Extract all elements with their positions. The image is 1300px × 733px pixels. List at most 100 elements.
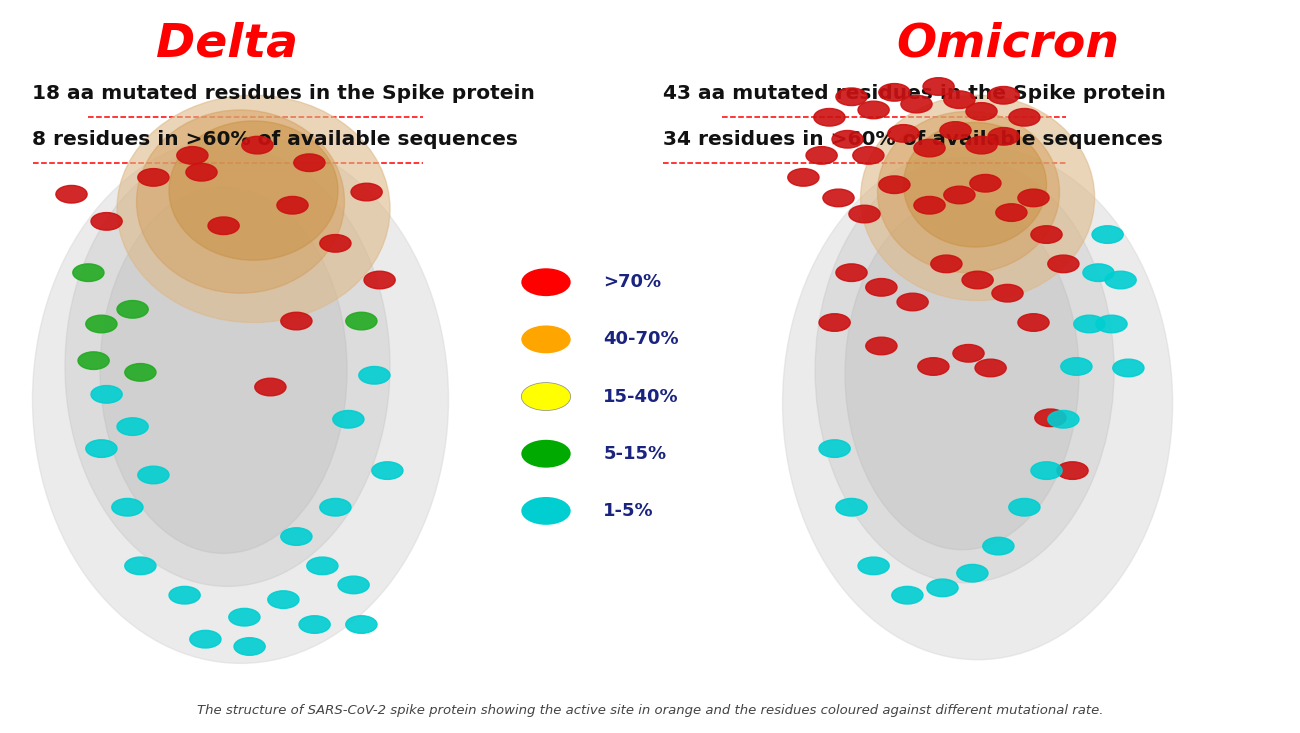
Ellipse shape [815, 158, 1114, 583]
Circle shape [521, 325, 571, 353]
Circle shape [338, 576, 369, 594]
Ellipse shape [117, 95, 390, 323]
Circle shape [849, 205, 880, 223]
Circle shape [294, 154, 325, 172]
Text: 15-40%: 15-40% [603, 388, 679, 405]
Text: 5-15%: 5-15% [603, 445, 667, 463]
Circle shape [983, 537, 1014, 555]
Circle shape [823, 189, 854, 207]
Circle shape [1113, 359, 1144, 377]
Circle shape [992, 284, 1023, 302]
Circle shape [819, 440, 850, 457]
Circle shape [1018, 189, 1049, 207]
Circle shape [858, 101, 889, 119]
Circle shape [962, 271, 993, 289]
Text: Delta: Delta [156, 22, 299, 67]
Circle shape [91, 213, 122, 230]
Circle shape [91, 386, 122, 403]
Circle shape [866, 279, 897, 296]
Text: The structure of SARS-CoV-2 spike protein showing the active site in orange and : The structure of SARS-CoV-2 spike protei… [196, 704, 1104, 717]
Circle shape [281, 528, 312, 545]
Text: 40-70%: 40-70% [603, 331, 679, 348]
Circle shape [836, 498, 867, 516]
Circle shape [117, 301, 148, 318]
Circle shape [229, 608, 260, 626]
Text: 1-5%: 1-5% [603, 502, 654, 520]
Circle shape [186, 163, 217, 181]
Circle shape [320, 498, 351, 516]
Circle shape [832, 130, 863, 148]
Circle shape [112, 498, 143, 516]
Circle shape [923, 78, 954, 95]
Text: Omicron: Omicron [896, 22, 1119, 67]
Circle shape [86, 440, 117, 457]
Ellipse shape [861, 95, 1095, 301]
Circle shape [234, 638, 265, 655]
Ellipse shape [65, 147, 390, 586]
Circle shape [351, 183, 382, 201]
Circle shape [1009, 108, 1040, 126]
Circle shape [814, 108, 845, 126]
Circle shape [892, 586, 923, 604]
Circle shape [169, 586, 200, 604]
Circle shape [521, 268, 571, 296]
Ellipse shape [783, 147, 1173, 660]
Text: 8 residues in >60% of available sequences: 8 residues in >60% of available sequence… [32, 130, 519, 150]
Circle shape [944, 91, 975, 108]
Circle shape [333, 410, 364, 428]
Circle shape [1074, 315, 1105, 333]
Circle shape [1096, 315, 1127, 333]
Circle shape [320, 235, 351, 252]
Circle shape [1031, 462, 1062, 479]
Circle shape [268, 591, 299, 608]
Circle shape [836, 88, 867, 106]
Circle shape [940, 122, 971, 139]
Circle shape [73, 264, 104, 281]
Circle shape [944, 186, 975, 204]
Circle shape [521, 497, 571, 525]
Circle shape [1061, 358, 1092, 375]
Circle shape [307, 557, 338, 575]
Circle shape [1105, 271, 1136, 289]
Circle shape [372, 462, 403, 479]
Circle shape [177, 147, 208, 164]
Circle shape [138, 466, 169, 484]
Circle shape [1048, 410, 1079, 428]
Circle shape [853, 147, 884, 164]
Circle shape [1057, 462, 1088, 479]
Circle shape [138, 169, 169, 186]
Circle shape [125, 364, 156, 381]
Circle shape [879, 84, 910, 101]
Circle shape [901, 95, 932, 113]
Ellipse shape [845, 198, 1079, 550]
Ellipse shape [878, 111, 1060, 273]
Circle shape [927, 579, 958, 597]
Ellipse shape [169, 121, 338, 260]
Circle shape [359, 366, 390, 384]
Text: 18 aa mutated residues in the Spike protein: 18 aa mutated residues in the Spike prot… [32, 84, 536, 103]
Text: 43 aa mutated residues in the Spike protein: 43 aa mutated residues in the Spike prot… [663, 84, 1166, 103]
Circle shape [988, 86, 1019, 104]
Circle shape [1031, 226, 1062, 243]
Text: 34 residues in >60% of available sequences: 34 residues in >60% of available sequenc… [663, 130, 1164, 150]
Circle shape [1009, 498, 1040, 516]
Circle shape [1048, 255, 1079, 273]
Circle shape [255, 378, 286, 396]
Ellipse shape [32, 136, 448, 663]
Circle shape [86, 315, 117, 333]
Circle shape [836, 264, 867, 281]
Circle shape [788, 169, 819, 186]
Circle shape [364, 271, 395, 289]
Ellipse shape [136, 110, 344, 293]
Circle shape [858, 557, 889, 575]
Circle shape [819, 314, 850, 331]
Circle shape [1035, 409, 1066, 427]
Circle shape [299, 616, 330, 633]
Circle shape [242, 136, 273, 154]
Text: >70%: >70% [603, 273, 662, 291]
Circle shape [277, 196, 308, 214]
Circle shape [1092, 226, 1123, 243]
Circle shape [866, 337, 897, 355]
Circle shape [957, 564, 988, 582]
Circle shape [914, 196, 945, 214]
